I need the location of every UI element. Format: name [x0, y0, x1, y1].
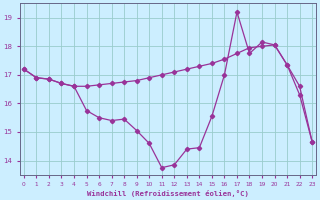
X-axis label: Windchill (Refroidissement éolien,°C): Windchill (Refroidissement éolien,°C) — [87, 190, 249, 197]
